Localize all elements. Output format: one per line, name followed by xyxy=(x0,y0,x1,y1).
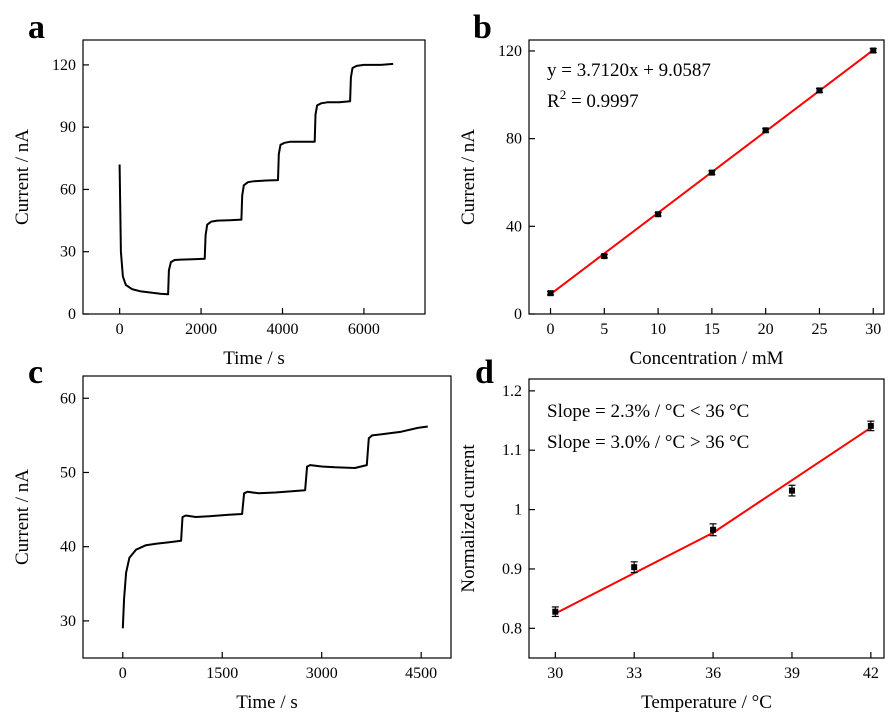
x-tick-label: 5 xyxy=(600,321,608,338)
data-point xyxy=(816,87,823,94)
x-axis-label: Time / s xyxy=(236,692,298,713)
x-tick-label: 10 xyxy=(650,321,666,338)
x-tick-label: 0 xyxy=(116,321,124,338)
x-tick-label: 15 xyxy=(704,321,720,338)
x-axis-label: Temperature / °C xyxy=(641,692,772,713)
data-point xyxy=(788,487,795,494)
data-point xyxy=(552,608,559,615)
slope-annotation-low: Slope = 2.3% / °C < 36 °C xyxy=(547,401,749,422)
x-axis-label: Concentration / mM xyxy=(629,348,783,369)
data-point xyxy=(870,47,877,54)
y-tick-label: 0.8 xyxy=(502,620,522,637)
y-axis-label: Current / nA xyxy=(12,469,33,565)
plot-frame xyxy=(82,375,452,659)
y-tick-label: 30 xyxy=(60,613,76,630)
panel-letter-b: b xyxy=(473,9,492,46)
chart-panel-c: 0 1500 3000 4500 30 40 50 60 Time / s Current / n… xyxy=(12,375,452,713)
y-tick-label: 120 xyxy=(52,57,76,74)
plot-frame xyxy=(82,39,426,315)
y-tick-label: 90 xyxy=(60,119,76,136)
y-tick-label: 120 xyxy=(498,43,522,60)
y-tick-label: 60 xyxy=(60,390,76,407)
panel-letter-c: c xyxy=(28,354,43,391)
series-line xyxy=(121,425,428,629)
data-point xyxy=(762,127,769,134)
chart-panel-a: 0 2000 4000 6000 0 30 60 90 120 Time / s Current /… xyxy=(12,39,426,369)
x-tick-label: 0 xyxy=(547,321,555,338)
fit-line-segment xyxy=(712,426,872,534)
data-point xyxy=(867,422,874,429)
x-tick-label: 4500 xyxy=(405,665,437,682)
chart-panel-d: 30 33 36 39 42 0.8 0.9 1 1.1 1.2 Temperature / °C N… xyxy=(458,378,885,713)
plot-frame xyxy=(528,378,885,659)
y-tick-label: 30 xyxy=(60,244,76,261)
y-axis-label: Normalized current xyxy=(458,444,479,593)
data-point xyxy=(710,526,717,533)
y-tick-label: 50 xyxy=(60,464,76,481)
y-tick-label: 1.2 xyxy=(502,383,522,400)
y-tick-label: 0 xyxy=(68,306,76,323)
x-tick-label: 36 xyxy=(705,665,721,682)
x-tick-label: 39 xyxy=(784,665,800,682)
y-axis-label: Current / nA xyxy=(12,129,33,225)
x-tick-label: 3000 xyxy=(306,665,338,682)
y-tick-label: 0 xyxy=(514,306,522,323)
data-point xyxy=(547,290,554,297)
y-axis-label: Current / nA xyxy=(458,129,479,225)
panel-letter-d: d xyxy=(475,354,494,391)
r-squared: R2 = 0.9997 xyxy=(547,87,639,112)
y-tick-label: 1.1 xyxy=(502,442,522,459)
y-tick-label: 40 xyxy=(506,218,522,235)
data-point xyxy=(631,564,638,571)
y-tick-label: 1 xyxy=(514,502,522,519)
y-tick-label: 60 xyxy=(60,181,76,198)
y-tick-label: 80 xyxy=(506,131,522,148)
x-tick-label: 6000 xyxy=(348,321,380,338)
slope-annotation-high: Slope = 3.0% / °C > 36 °C xyxy=(547,432,749,453)
x-tick-label: 2000 xyxy=(185,321,217,338)
y-tick-label: 40 xyxy=(60,539,76,556)
y-tick-label: 0.9 xyxy=(502,561,522,578)
x-tick-label: 42 xyxy=(863,665,879,682)
series-line xyxy=(118,62,394,296)
data-point xyxy=(601,253,608,260)
x-tick-label: 1500 xyxy=(206,665,238,682)
chart-panel-b: 0 5 10 15 20 25 30 0 40 80 120 Concentration / mM Cu… xyxy=(458,39,885,369)
x-tick-label: 33 xyxy=(626,665,642,682)
x-tick-label: 0 xyxy=(119,665,127,682)
data-point xyxy=(655,211,662,218)
x-tick-label: 4000 xyxy=(267,321,299,338)
x-tick-label: 30 xyxy=(865,321,881,338)
x-axis-label: Time / s xyxy=(223,348,285,369)
panel-letter-a: a xyxy=(28,9,45,46)
data-point xyxy=(708,169,715,176)
x-tick-label: 25 xyxy=(811,321,827,338)
fit-equation: y = 3.7120x + 9.0587 xyxy=(547,60,711,81)
x-tick-label: 30 xyxy=(547,665,563,682)
x-tick-label: 20 xyxy=(758,321,774,338)
plot-frame xyxy=(528,39,885,315)
